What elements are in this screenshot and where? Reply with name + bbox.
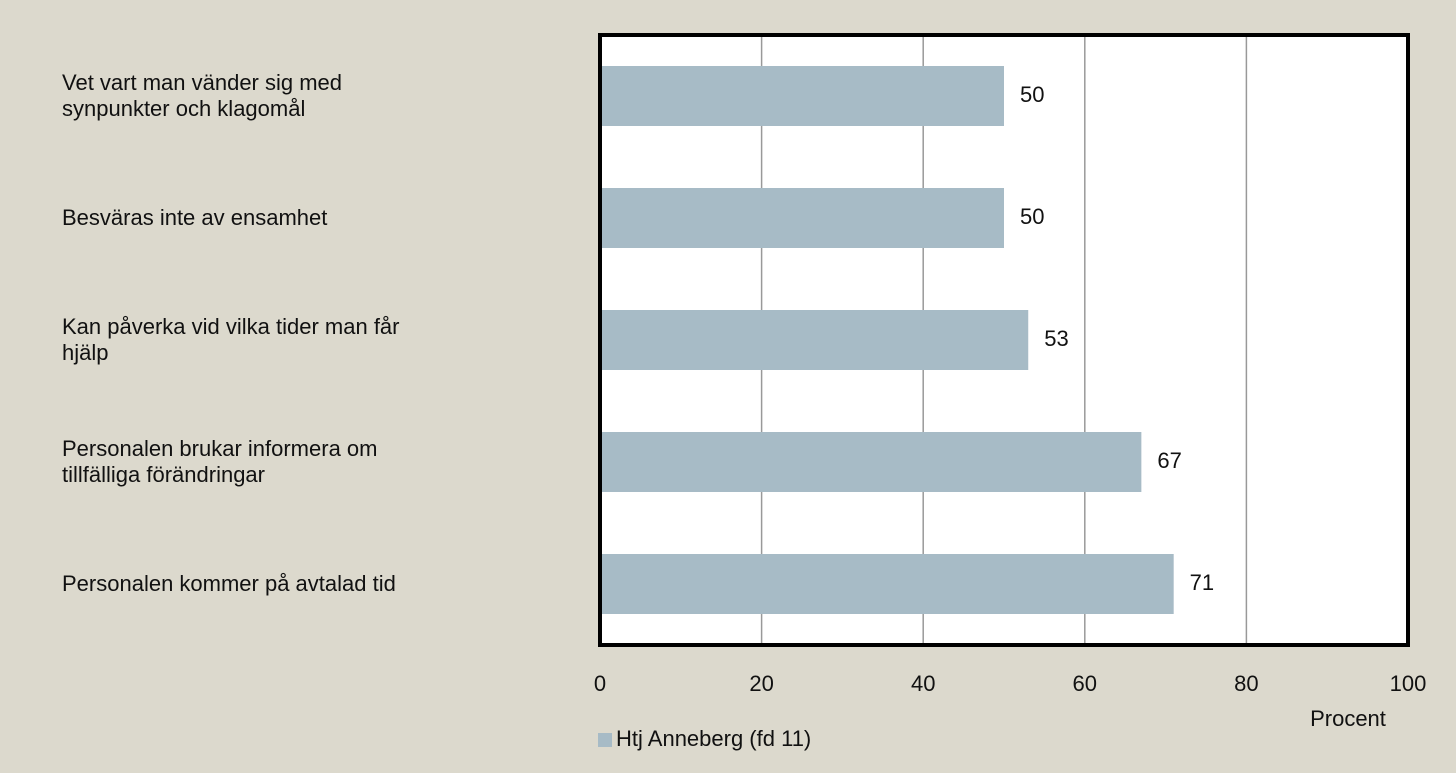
x-tick-label: 0 [594, 671, 606, 696]
x-axis-label: Procent [1310, 706, 1386, 731]
y-tick-label: Besväras inte av ensamhet [62, 205, 328, 230]
y-tick-label: Personalen brukar informera om tillfälli… [62, 436, 378, 487]
bar [600, 432, 1142, 492]
x-tick-label: 40 [911, 671, 935, 696]
x-tick-label: 80 [1234, 671, 1258, 696]
value-label: 53 [1044, 326, 1068, 351]
y-tick-label: Vet vart man vänder sig med synpunkter o… [62, 70, 343, 121]
value-label: 67 [1157, 448, 1181, 473]
bar [600, 188, 1004, 248]
y-tick-label: Personalen kommer på avtalad tid [62, 571, 396, 596]
legend-swatch [598, 733, 612, 747]
bar [600, 310, 1029, 370]
bar [600, 66, 1004, 126]
legend-label: Htj Anneberg (fd 11) [616, 726, 811, 751]
x-tick-label: 100 [1390, 671, 1427, 696]
plot-border [598, 33, 1410, 647]
value-label: 50 [1020, 204, 1044, 229]
value-label: 50 [1020, 82, 1044, 107]
value-label: 71 [1190, 570, 1214, 595]
bar [600, 554, 1174, 614]
x-tick-label: 60 [1073, 671, 1097, 696]
x-tick-label: 20 [749, 671, 773, 696]
y-tick-label: Kan påverka vid vilka tider man får hjäl… [62, 314, 400, 365]
